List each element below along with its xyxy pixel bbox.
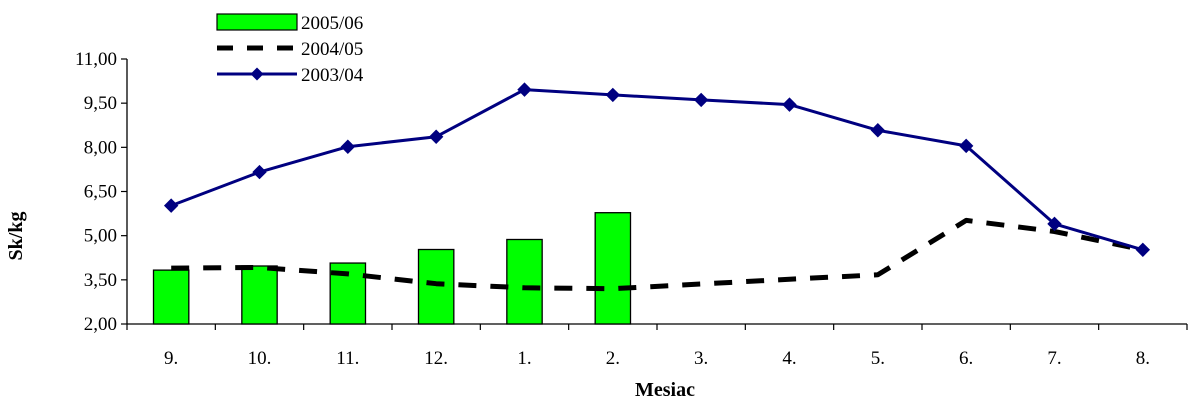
legend-label-2005/06: 2005/06	[301, 13, 363, 34]
legend-marker-2003/04	[250, 67, 264, 81]
y-tick-label: 3,50	[84, 270, 117, 291]
marker-2003/04	[163, 198, 179, 213]
x-tick-label: 7.	[1047, 348, 1061, 369]
line-2004/05	[171, 217, 1144, 292]
marker-2003/04	[517, 82, 532, 97]
y-axis-title: Sk/kg	[5, 212, 27, 261]
marker-2003/04	[252, 164, 267, 180]
marker-2003/04	[958, 138, 974, 154]
marker-2003/04	[870, 123, 886, 138]
marker-2003/04	[340, 139, 356, 154]
x-tick-label: 10.	[248, 348, 272, 369]
x-tick-label: 11.	[336, 348, 359, 369]
x-tick-label: 9.	[164, 348, 178, 369]
line-2003/04	[170, 88, 1144, 252]
bar-2005/06	[152, 269, 190, 325]
marker-2003/04	[605, 87, 621, 103]
x-tick-label: 5.	[871, 348, 885, 369]
x-tick-label: 12.	[424, 348, 448, 369]
x-tick-label: 6.	[959, 348, 973, 369]
legend-swatch-2005/06	[216, 13, 298, 31]
bar-2005/06	[506, 238, 543, 325]
y-tick-label: 9,50	[84, 93, 117, 114]
legend: 2005/06 2004/05 2003/04	[216, 13, 364, 86]
x-tick-label: 3.	[694, 348, 708, 369]
y-tick-label: 5,00	[84, 226, 117, 247]
x-tick-label: 4.	[782, 348, 796, 369]
marker-2003/04	[428, 129, 444, 144]
x-tick-label: 1.	[517, 348, 531, 369]
y-tick-label: 2,00	[84, 314, 117, 335]
x-axis-title: Mesiac	[635, 379, 695, 401]
x-tick-label: 8.	[1136, 348, 1150, 369]
y-tick-label: 8,00	[84, 137, 117, 158]
x-tick-label: 2.	[606, 348, 620, 369]
series-layer	[152, 82, 1151, 325]
marker-2003/04	[693, 92, 709, 108]
legend-label-2003/04: 2003/04	[301, 65, 364, 86]
marker-2003/04	[1135, 242, 1151, 258]
axes: 2,00 3,50 5,00 6,50 8,00 9,50 11,00 9. 10. 11. 12.…	[75, 49, 1188, 369]
marker-2003/04	[782, 97, 797, 112]
legend-label-2004/05: 2004/05	[301, 39, 363, 60]
bar-2005/06	[417, 248, 455, 325]
bar-2005/06	[241, 265, 278, 325]
y-tick-label: 11,00	[75, 49, 117, 70]
marker-2003/04	[1047, 216, 1062, 232]
y-tick-label: 6,50	[84, 182, 117, 203]
bar-2005/06	[594, 212, 632, 325]
